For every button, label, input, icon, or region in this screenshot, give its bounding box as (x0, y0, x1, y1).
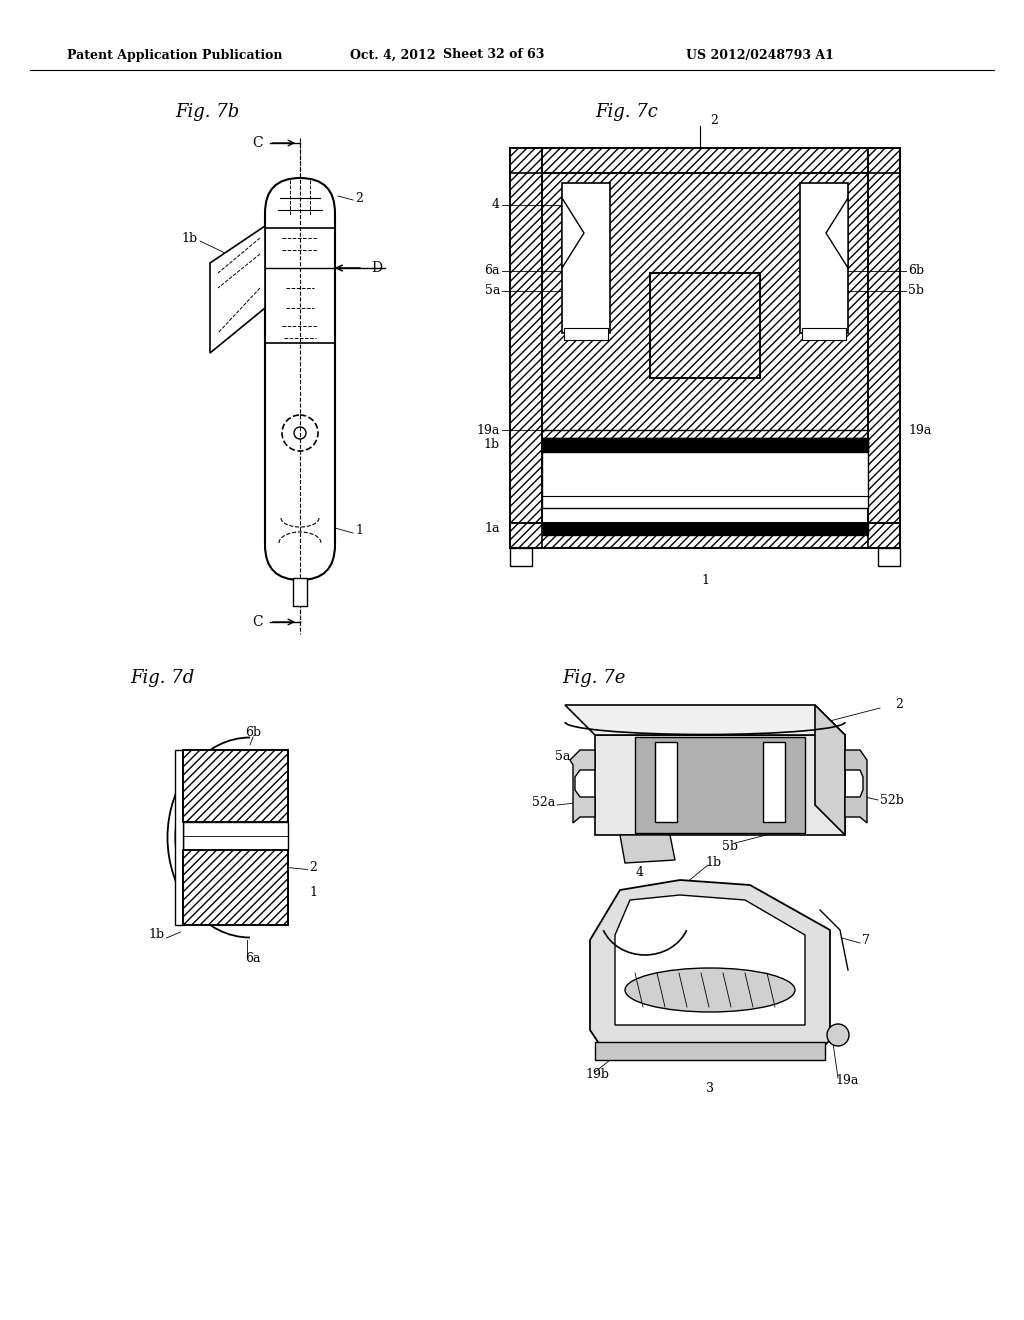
Text: 6b: 6b (908, 264, 924, 277)
Text: 1a: 1a (484, 523, 500, 536)
Bar (542, 173, 868, 447)
Bar (542, 523, 868, 535)
Bar (182, 850, 288, 925)
Polygon shape (595, 735, 845, 836)
Bar (182, 750, 288, 822)
Bar (595, 1041, 825, 1060)
Bar (182, 750, 288, 925)
Bar (510, 523, 900, 548)
Text: 2: 2 (895, 698, 903, 711)
Bar (635, 737, 805, 833)
Bar (878, 548, 900, 566)
Text: 1b: 1b (182, 231, 198, 244)
Polygon shape (565, 705, 845, 735)
Bar (510, 148, 542, 548)
Bar (182, 850, 288, 925)
Text: Fig. 7e: Fig. 7e (562, 669, 626, 686)
Text: 3: 3 (706, 1081, 714, 1094)
Bar (174, 750, 182, 925)
Text: 7: 7 (862, 933, 869, 946)
Circle shape (827, 1024, 849, 1045)
Text: 1: 1 (309, 886, 317, 899)
Text: 5a: 5a (484, 285, 500, 297)
Bar (800, 183, 848, 333)
Text: 6a: 6a (245, 952, 260, 965)
Polygon shape (615, 895, 805, 1026)
Bar (542, 438, 868, 508)
Text: 6b: 6b (245, 726, 261, 739)
Polygon shape (570, 750, 595, 822)
Text: Fig. 7b: Fig. 7b (175, 103, 240, 121)
Bar (650, 273, 760, 378)
Bar (655, 742, 677, 822)
Text: 2: 2 (355, 191, 362, 205)
Polygon shape (845, 750, 867, 822)
Text: 6a: 6a (484, 264, 500, 277)
Text: 4: 4 (636, 866, 644, 879)
Bar (868, 148, 900, 548)
Bar (542, 173, 868, 447)
Text: 5b: 5b (722, 841, 738, 854)
Text: 5a: 5a (555, 751, 570, 763)
Bar (562, 183, 610, 333)
Bar (868, 148, 900, 548)
Polygon shape (815, 705, 845, 836)
Bar (510, 148, 900, 173)
Polygon shape (826, 198, 848, 268)
Ellipse shape (625, 968, 795, 1012)
Text: 1: 1 (355, 524, 362, 536)
Polygon shape (590, 880, 830, 1060)
Text: Fig. 7c: Fig. 7c (595, 103, 657, 121)
Bar (763, 742, 785, 822)
Polygon shape (210, 226, 265, 352)
Text: C: C (253, 136, 263, 150)
Text: 1b: 1b (705, 855, 721, 869)
Text: 3: 3 (701, 462, 709, 474)
Bar (802, 327, 846, 341)
Bar (293, 578, 307, 606)
Text: Fig. 7d: Fig. 7d (130, 669, 195, 686)
Text: 1b: 1b (148, 928, 165, 941)
Text: C: C (253, 615, 263, 630)
Polygon shape (562, 198, 584, 268)
Text: 4: 4 (492, 198, 500, 211)
Text: 19a: 19a (476, 424, 500, 437)
Text: 5b: 5b (908, 285, 924, 297)
Text: Oct. 4, 2012: Oct. 4, 2012 (350, 49, 436, 62)
Text: 2: 2 (309, 861, 317, 874)
Text: 19a: 19a (835, 1073, 858, 1086)
Bar (564, 327, 608, 341)
FancyBboxPatch shape (265, 178, 335, 579)
Bar (182, 822, 288, 850)
Text: D: D (372, 261, 383, 275)
Text: Patent Application Publication: Patent Application Publication (68, 49, 283, 62)
Text: US 2012/0248793 A1: US 2012/0248793 A1 (686, 49, 834, 62)
Polygon shape (620, 836, 675, 863)
Text: 19a: 19a (908, 424, 932, 437)
Bar (182, 750, 288, 822)
Text: 1b: 1b (484, 438, 500, 451)
Bar (510, 523, 900, 548)
Bar (542, 438, 868, 451)
Bar (182, 750, 288, 925)
Text: 52b: 52b (880, 793, 904, 807)
Bar (650, 273, 760, 378)
Text: 1: 1 (701, 573, 709, 586)
Text: D: D (217, 261, 228, 275)
Bar (510, 148, 542, 548)
Text: 19b: 19b (585, 1068, 609, 1081)
Text: 52a: 52a (531, 796, 555, 809)
Text: 2: 2 (710, 114, 718, 127)
Text: Sheet 32 of 63: Sheet 32 of 63 (443, 49, 545, 62)
Bar (510, 148, 900, 173)
Bar (510, 548, 532, 566)
